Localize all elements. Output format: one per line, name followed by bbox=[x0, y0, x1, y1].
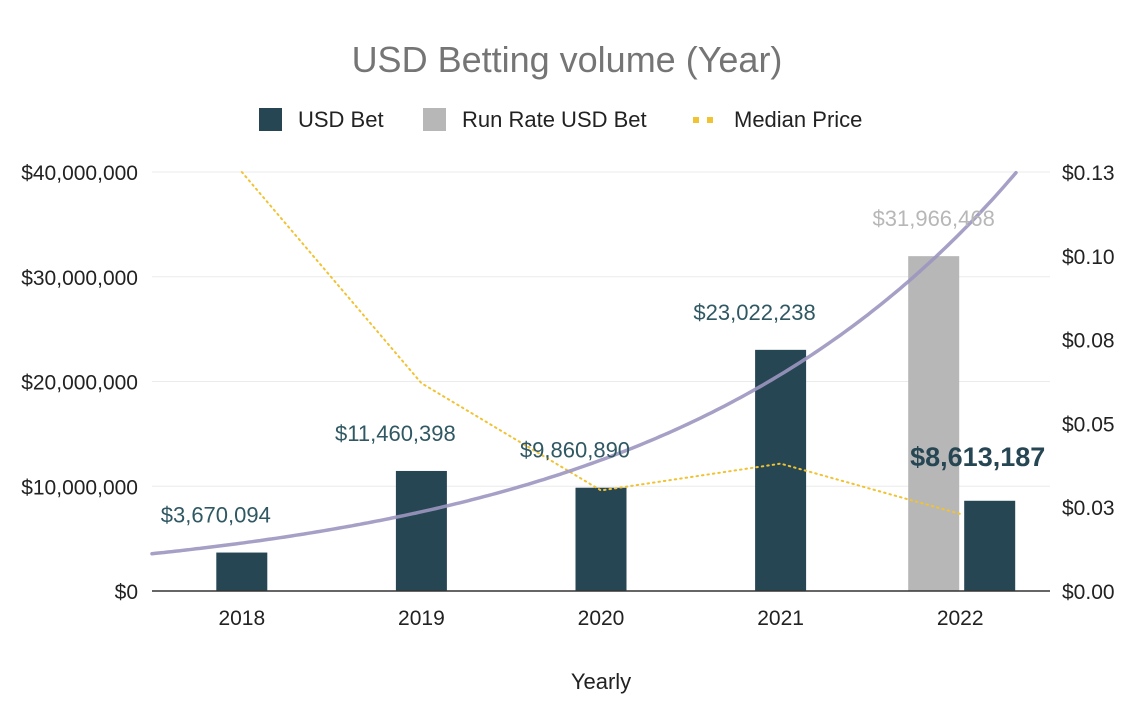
grid bbox=[152, 171, 1050, 487]
median-price-polyline[interactable] bbox=[240, 171, 962, 515]
legend-item-run-rate[interactable]: Run Rate USD Bet bbox=[423, 107, 647, 132]
x-tick-label: 2019 bbox=[398, 607, 445, 630]
bar-usd-bet[interactable] bbox=[575, 487, 627, 591]
y-tick-label: $30,000,000 bbox=[21, 267, 138, 290]
data-label-usd-bet: $11,460,398 bbox=[335, 421, 456, 446]
x-tick-label: 2018 bbox=[218, 607, 265, 630]
chart-title: USD Betting volume (Year) bbox=[352, 39, 783, 80]
y-tick-label: $10,000,000 bbox=[21, 476, 138, 499]
bars bbox=[216, 256, 1016, 591]
bar-usd-bet[interactable] bbox=[216, 552, 268, 591]
data-labels: $3,670,094 $11,460,398 $9,860,890 $23,022,2… bbox=[161, 206, 1046, 527]
median-price-line bbox=[240, 171, 962, 515]
bar-usd-bet[interactable] bbox=[964, 500, 1016, 591]
left-axis: $0 $10,000,000 $20,000,000 $30,000,000 $40,0… bbox=[21, 162, 138, 604]
legend-item-usd-bet[interactable]: USD Bet bbox=[259, 107, 384, 132]
x-tick-label: 2022 bbox=[937, 607, 984, 630]
x-axis-title: Yearly bbox=[571, 669, 631, 694]
y2-tick-label: $0.10 bbox=[1062, 246, 1115, 269]
data-label-usd-bet: $3,670,094 bbox=[161, 503, 271, 528]
y2-tick-label: $0.05 bbox=[1062, 413, 1115, 436]
legend-label-median-price: Median Price bbox=[734, 107, 862, 132]
data-label-run-rate: $31,966,468 bbox=[873, 206, 995, 231]
trendline bbox=[150, 170, 1018, 556]
x-tick-label: 2021 bbox=[757, 607, 804, 630]
legend-label-run-rate: Run Rate USD Bet bbox=[462, 107, 647, 132]
data-label-usd-bet: $9,860,890 bbox=[520, 438, 630, 463]
legend-swatch-median-price-a bbox=[693, 117, 699, 123]
y-tick-label: $40,000,000 bbox=[21, 162, 138, 185]
y2-tick-label: $0.03 bbox=[1062, 497, 1115, 520]
bar-run-rate-usd-bet[interactable] bbox=[908, 256, 960, 591]
x-axis: 2018 2019 2020 2021 2022 bbox=[152, 590, 1050, 630]
y-tick-label: $0 bbox=[115, 581, 138, 604]
y2-tick-label: $0.08 bbox=[1062, 330, 1115, 353]
y2-tick-label: $0.13 bbox=[1062, 162, 1115, 185]
right-axis: $0.00 $0.03 $0.05 $0.08 $0.10 $0.13 bbox=[1062, 162, 1115, 604]
trendline-path bbox=[150, 170, 1018, 556]
y2-tick-label: $0.00 bbox=[1062, 581, 1115, 604]
y-tick-label: $20,000,000 bbox=[21, 372, 138, 395]
legend-swatch-median-price-b bbox=[707, 117, 713, 123]
legend-swatch-usd-bet bbox=[259, 108, 282, 131]
bar-usd-bet[interactable] bbox=[395, 470, 447, 591]
legend: USD Bet Run Rate USD Bet Median Price bbox=[259, 107, 862, 132]
data-label-usd-bet: $8,613,187 bbox=[910, 442, 1045, 472]
data-label-usd-bet: $23,022,238 bbox=[693, 300, 815, 325]
legend-label-usd-bet: USD Bet bbox=[298, 107, 384, 132]
x-tick-label: 2020 bbox=[578, 607, 625, 630]
legend-swatch-run-rate bbox=[423, 108, 446, 131]
legend-item-median-price[interactable]: Median Price bbox=[693, 107, 862, 132]
bar-usd-bet[interactable] bbox=[755, 349, 807, 591]
